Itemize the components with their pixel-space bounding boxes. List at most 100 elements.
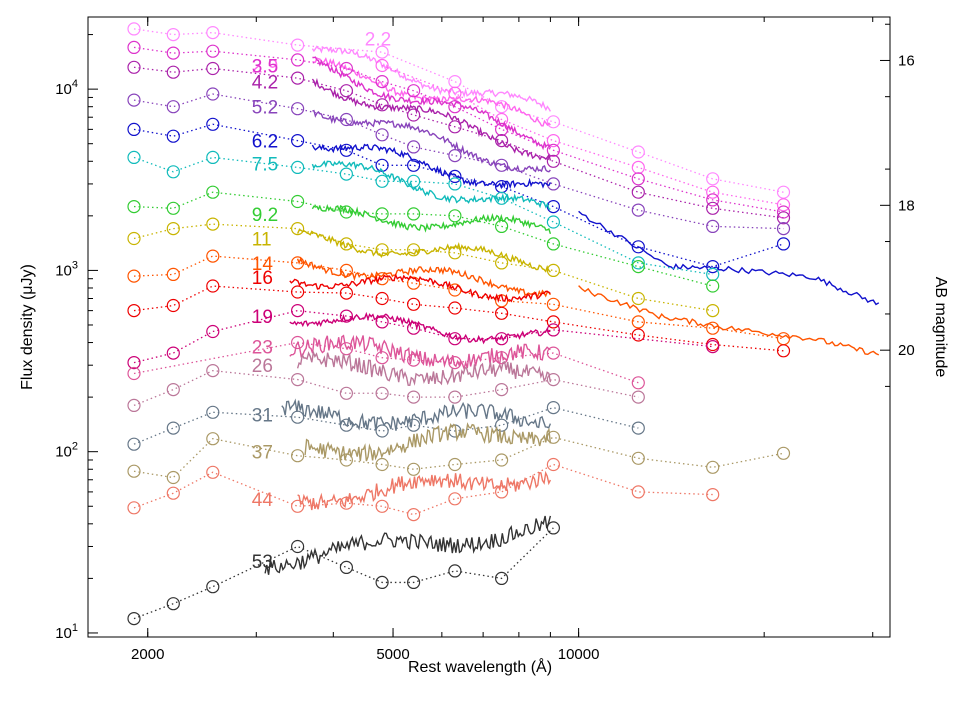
photometry-point bbox=[407, 243, 421, 257]
series-19 bbox=[127, 304, 720, 370]
photometry-point bbox=[127, 398, 141, 412]
photometry-point bbox=[631, 376, 645, 390]
spectrum-2 bbox=[312, 56, 552, 151]
photometry-point bbox=[407, 418, 421, 432]
ir-spectrum-9 bbox=[578, 285, 880, 356]
photometry-point bbox=[375, 98, 389, 112]
photometry-point bbox=[291, 194, 305, 209]
spectrum-3 bbox=[311, 77, 552, 161]
epoch-label-1: 2.9 bbox=[252, 57, 278, 78]
photometry-point bbox=[631, 390, 645, 404]
x-tick-label-1: 5000 bbox=[376, 646, 409, 663]
spectrum-8 bbox=[296, 229, 551, 273]
photometry-point bbox=[448, 149, 462, 163]
photometry-point bbox=[127, 437, 141, 451]
photometry-point bbox=[375, 291, 389, 306]
y2-tick-label-1: 16 bbox=[898, 52, 915, 69]
photometry-point bbox=[375, 243, 389, 257]
epoch-label-8: 11 bbox=[252, 230, 272, 251]
photometry-point bbox=[339, 496, 353, 510]
photometry-point bbox=[375, 174, 389, 188]
photometry-line-2 bbox=[133, 46, 784, 213]
photometry-point bbox=[206, 25, 220, 40]
photometry-line-9 bbox=[133, 255, 784, 340]
photometry-point bbox=[706, 460, 720, 474]
epoch-label-11: 19 bbox=[252, 307, 273, 328]
series-11 bbox=[127, 217, 720, 318]
photometry-point bbox=[706, 304, 720, 318]
photometry-point bbox=[291, 304, 305, 318]
photometry-point bbox=[166, 470, 180, 485]
photometry-point bbox=[291, 285, 305, 299]
photometry-point bbox=[706, 172, 720, 186]
photometry-line-16 bbox=[133, 463, 713, 516]
epoch-label-13: 26 bbox=[252, 356, 273, 377]
photometry-point bbox=[546, 115, 561, 129]
photometry-point bbox=[448, 457, 462, 472]
photometry-point bbox=[546, 457, 561, 472]
photometry-point bbox=[339, 237, 353, 251]
photometry-point bbox=[339, 143, 353, 157]
photometry-point bbox=[407, 353, 421, 367]
y2-tick-label-3: 20 bbox=[898, 342, 915, 359]
spectrum-4 bbox=[312, 109, 551, 173]
photometry-point bbox=[206, 432, 220, 446]
photometry-point bbox=[127, 501, 141, 515]
series-5-2 bbox=[127, 87, 791, 236]
y-tick-exp-0: 1 bbox=[72, 622, 78, 634]
photometry-point bbox=[631, 203, 645, 217]
photometry-point bbox=[127, 366, 141, 381]
photometry-line-6 bbox=[133, 156, 713, 276]
photometry-point bbox=[546, 154, 561, 168]
y-tick-label-2: 103 bbox=[55, 259, 78, 279]
photometry-point bbox=[339, 286, 353, 300]
photometry-point bbox=[546, 263, 561, 277]
photometry-point bbox=[375, 207, 389, 221]
series-layer bbox=[127, 22, 880, 626]
photometry-point bbox=[546, 315, 561, 329]
photometry-point bbox=[407, 207, 421, 221]
epoch-label-9: 14 bbox=[252, 254, 274, 275]
photometry-point bbox=[706, 340, 720, 354]
photometry-point bbox=[127, 356, 141, 370]
photometry-point bbox=[291, 38, 305, 52]
photometry-point bbox=[631, 328, 645, 342]
spectrum-9 bbox=[296, 256, 551, 298]
photometry-point bbox=[127, 40, 141, 55]
photometry-point bbox=[631, 160, 645, 174]
photometry-point bbox=[375, 457, 389, 472]
photometry-point bbox=[448, 492, 462, 506]
photometry-point bbox=[631, 315, 645, 329]
photometry-point bbox=[407, 507, 421, 522]
photometry-point bbox=[339, 386, 353, 400]
photometry-point bbox=[706, 201, 720, 215]
photometry-point bbox=[546, 297, 561, 311]
x-tick-label-2: 10000 bbox=[558, 646, 600, 663]
photometry-point bbox=[407, 140, 421, 154]
photometry-point bbox=[631, 172, 645, 186]
photometry-point bbox=[375, 58, 389, 73]
epoch-label-16: 44 bbox=[252, 490, 274, 511]
photometry-point bbox=[339, 84, 353, 98]
photometry-point bbox=[339, 418, 353, 432]
photometry-point bbox=[631, 256, 645, 270]
photometry-point bbox=[206, 44, 220, 58]
photometry-point bbox=[546, 346, 561, 360]
photometry-point bbox=[631, 291, 645, 306]
epoch-label-12: 23 bbox=[252, 338, 273, 359]
photometry-point bbox=[375, 128, 389, 142]
photometry-point bbox=[291, 499, 305, 513]
photometry-point bbox=[776, 344, 791, 358]
photometry-point bbox=[291, 256, 305, 270]
spectrum-17 bbox=[264, 515, 552, 575]
photometry-point bbox=[495, 219, 509, 233]
photometry-point bbox=[166, 65, 180, 79]
photometry-point bbox=[448, 169, 462, 183]
photometry-point bbox=[776, 332, 791, 346]
photometry-point bbox=[206, 324, 220, 339]
plot-area bbox=[87, 16, 891, 638]
photometry-point bbox=[127, 304, 141, 318]
photometry-point bbox=[706, 321, 720, 335]
photometry-point bbox=[407, 321, 421, 335]
series-31 bbox=[127, 398, 645, 451]
